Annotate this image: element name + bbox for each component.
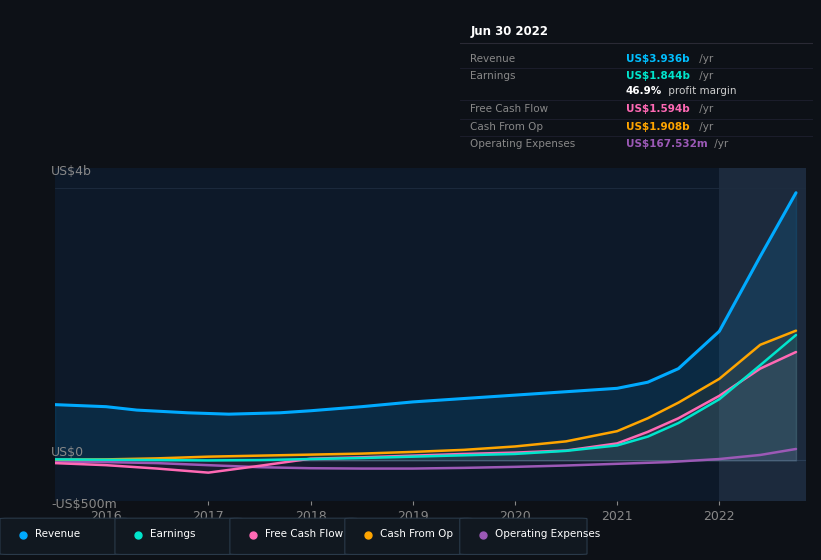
Text: US$167.532m: US$167.532m (626, 139, 708, 149)
FancyBboxPatch shape (115, 518, 242, 554)
Text: Cash From Op: Cash From Op (380, 529, 453, 539)
Text: US$1.908b: US$1.908b (626, 122, 690, 132)
Text: /yr: /yr (695, 71, 713, 81)
Text: 46.9%: 46.9% (626, 86, 662, 96)
Text: -US$500m: -US$500m (51, 498, 117, 511)
FancyBboxPatch shape (0, 518, 127, 554)
Text: Free Cash Flow: Free Cash Flow (265, 529, 343, 539)
Text: US$1.594b: US$1.594b (626, 104, 690, 114)
Text: Earnings: Earnings (470, 71, 516, 81)
FancyBboxPatch shape (460, 518, 587, 554)
Text: Revenue: Revenue (470, 54, 516, 64)
Text: US$0: US$0 (51, 446, 85, 459)
Text: /yr: /yr (695, 104, 713, 114)
Text: Cash From Op: Cash From Op (470, 122, 544, 132)
Text: Free Cash Flow: Free Cash Flow (470, 104, 548, 114)
FancyBboxPatch shape (230, 518, 357, 554)
Text: US$1.844b: US$1.844b (626, 71, 690, 81)
Text: profit margin: profit margin (664, 86, 736, 96)
FancyBboxPatch shape (345, 518, 472, 554)
Text: /yr: /yr (711, 139, 728, 149)
Text: Operating Expenses: Operating Expenses (495, 529, 600, 539)
Text: Revenue: Revenue (35, 529, 80, 539)
Text: US$3.936b: US$3.936b (626, 54, 690, 64)
Text: US$4b: US$4b (51, 165, 92, 179)
Text: Earnings: Earnings (150, 529, 195, 539)
Bar (719, 168, 806, 501)
Text: /yr: /yr (695, 54, 713, 64)
Text: Jun 30 2022: Jun 30 2022 (470, 25, 548, 38)
Text: Operating Expenses: Operating Expenses (470, 139, 576, 149)
Text: /yr: /yr (695, 122, 713, 132)
